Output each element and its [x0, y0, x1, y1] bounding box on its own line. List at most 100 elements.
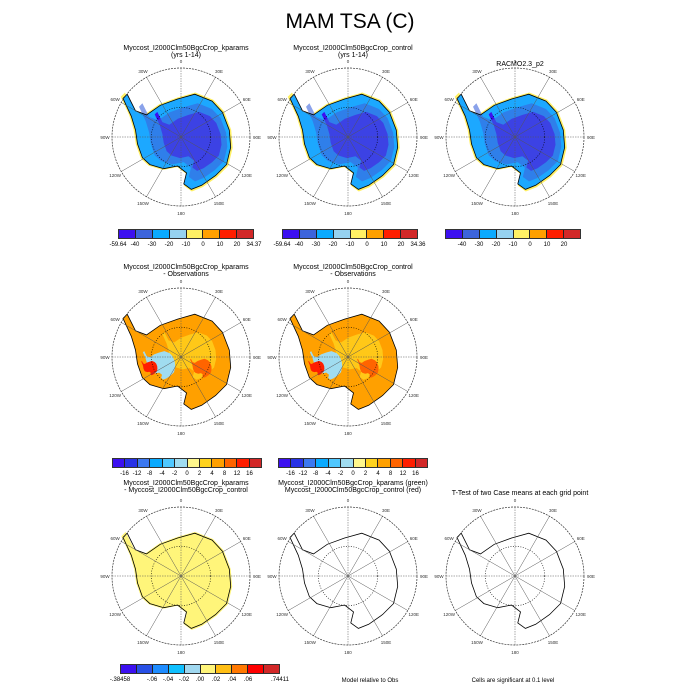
colorbar-tick-label: 2 — [197, 471, 202, 477]
colorbar — [445, 229, 581, 239]
longitude-label: 60W — [111, 317, 121, 322]
longitude-label: 60W — [445, 97, 455, 102]
polar-map: 0 30E 60E 90E 120E 150E 180 150W 120W 90W 60W 30W — [434, 59, 595, 216]
colorbar-tick-label: .06 — [243, 677, 253, 683]
colorbar-tick-label: 16 — [412, 471, 419, 477]
meridian-line — [347, 77, 383, 138]
colorbar-tick-label: -20 — [328, 242, 338, 248]
colorbar-swatch — [152, 665, 169, 673]
meridian-line — [313, 575, 349, 636]
longitude-label: 30E — [382, 289, 390, 294]
meridian-line — [514, 77, 550, 138]
meridian-line — [514, 575, 575, 611]
meridian-line — [455, 136, 516, 172]
colorbar-tick-label: 0 — [185, 471, 189, 477]
longitude-label: 90E — [253, 355, 261, 360]
meridian-line — [347, 322, 408, 358]
meridian-line — [313, 516, 349, 577]
longitude-label: 30W — [138, 69, 148, 74]
colorbar-tick-label: -59.64 — [109, 242, 127, 248]
colorbar-tick-label: 12 — [399, 471, 407, 477]
longitude-label: 150E — [214, 201, 225, 206]
longitude-label: 120E — [576, 612, 587, 617]
meridian-line — [347, 575, 383, 636]
polar-map: 0 30E 60E 90E 120E 150E 180 150W 120W 90W 60W 30W — [434, 498, 595, 655]
colorbar-swatch — [547, 230, 565, 238]
longitude-label: 60E — [410, 536, 418, 541]
longitude-label: 150E — [214, 640, 225, 645]
colorbar-swatch — [513, 230, 531, 238]
colorbar-tick-label: -10 — [345, 242, 355, 248]
longitude-label: 60W — [278, 97, 288, 102]
panel-title: Myccost_I2000Clm50BgcCrop_kparams - Mycc… — [123, 480, 249, 494]
latitude-circle — [151, 327, 211, 387]
colorbar-tick-label: -30 — [147, 242, 157, 248]
meridian-line — [288, 541, 349, 577]
colorbar-tick-label: -12 — [132, 471, 142, 477]
colorbar-tick-label: -40 — [294, 242, 304, 248]
meridian-line — [146, 297, 182, 358]
longitude-label: 120W — [276, 393, 289, 398]
colorbar-swatch — [353, 459, 366, 467]
longitude-label: 0 — [180, 498, 183, 503]
longitude-label: 30E — [215, 69, 223, 74]
colorbar-swatch — [496, 230, 514, 238]
meridian-line — [347, 136, 383, 197]
longitude-label: 120W — [109, 173, 122, 178]
meridian-line — [347, 356, 383, 417]
meridian-line — [121, 356, 182, 392]
colorbar-swatch — [203, 230, 221, 238]
meridian-line — [313, 136, 349, 197]
colorbar-swatch — [283, 230, 300, 238]
colorbar-tick-label: 2 — [363, 471, 368, 477]
meridian-line — [180, 136, 241, 172]
land-fill — [309, 351, 343, 380]
latitude-circle — [318, 107, 378, 167]
colorbar — [118, 229, 254, 239]
latitude-circle — [318, 546, 378, 606]
longitude-label: 60W — [278, 536, 288, 541]
colorbar-tick-label: -8 — [312, 471, 319, 477]
meridian-line — [514, 575, 550, 636]
colorbar-swatch — [365, 459, 379, 467]
longitude-label: 120W — [109, 393, 122, 398]
colorbar-tick-label: 10 — [543, 242, 551, 248]
colorbar-tick-label: 0 — [201, 242, 205, 248]
colorbar-tick-label: .04 — [227, 677, 237, 683]
longitude-label: 60W — [111, 97, 121, 102]
colorbar-swatch — [237, 230, 253, 238]
meridian-line — [146, 136, 182, 197]
meridian-line — [514, 541, 575, 577]
land-fill — [141, 360, 158, 376]
colorbar-tick-label: 20 — [397, 242, 405, 248]
colorbar-tick-label: -20 — [491, 242, 501, 248]
meridian-line — [347, 136, 408, 172]
longitude-label: 0 — [514, 59, 517, 64]
meridian-line — [180, 575, 216, 636]
colorbar-swatch — [175, 459, 188, 467]
colorbar-tick-label: 4 — [376, 471, 380, 477]
colorbar-swatch — [150, 459, 163, 467]
longitude-label: 150W — [304, 640, 317, 645]
colorbar-swatch — [367, 230, 385, 238]
longitude-label: 60E — [577, 536, 585, 541]
longitude-label: 90W — [267, 574, 277, 579]
colorbar-swatch — [199, 459, 213, 467]
longitude-label: 120E — [242, 612, 253, 617]
longitude-label: 30E — [549, 69, 557, 74]
land-fill — [121, 531, 233, 630]
colorbar-swatch — [248, 665, 265, 673]
latitude-circle — [151, 107, 211, 167]
colorbar-tick-label: 20 — [560, 242, 568, 248]
longitude-label: 150W — [471, 640, 484, 645]
colorbar-swatch — [279, 459, 292, 467]
longitude-label: 180 — [344, 211, 352, 216]
colorbar-swatch — [446, 230, 463, 238]
longitude-label: 150W — [304, 201, 317, 206]
colorbar-swatch — [328, 459, 342, 467]
polar-map: 0 30E 60E 90E 120E 150E 180 150W 120W 90W 60W 30W — [100, 279, 261, 436]
meridian-line — [146, 575, 182, 636]
colorbar-swatch — [316, 230, 334, 238]
meridian-line — [313, 77, 349, 138]
colorbar-tick-label: 10 — [216, 242, 224, 248]
